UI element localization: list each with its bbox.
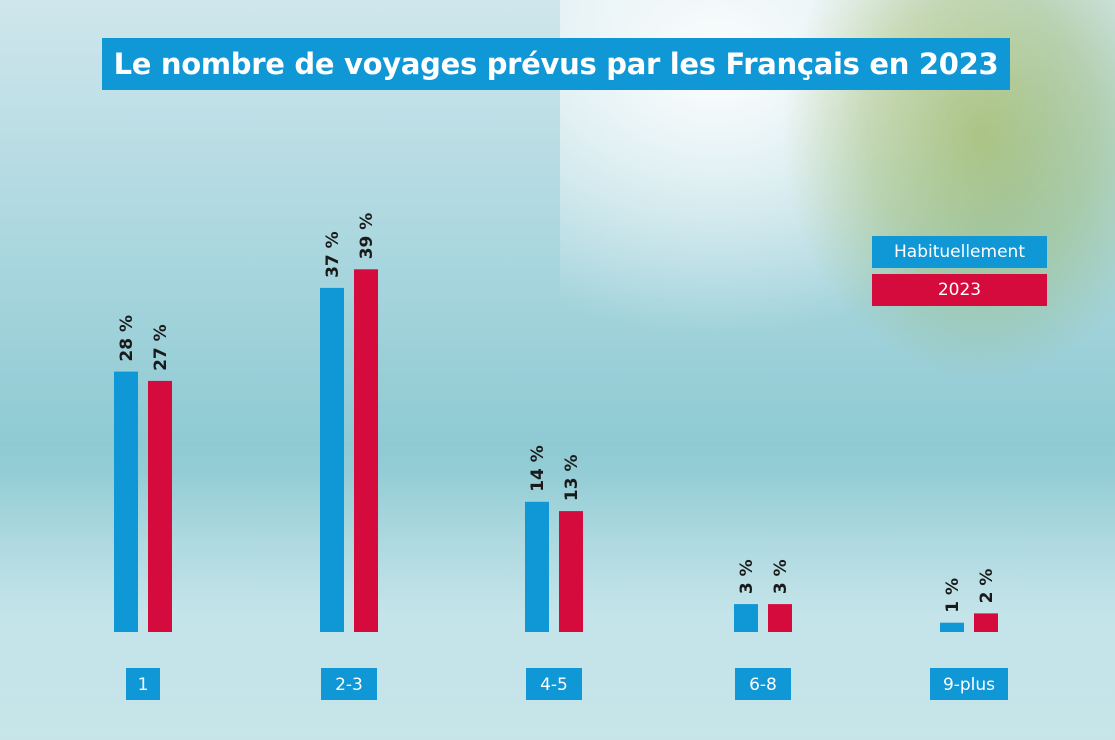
value-label-2023-9-plus: 2 % [977,569,997,604]
bar-2023-4-5 [559,511,583,632]
category-label-box-4-5 [526,668,582,700]
value-label-habituellement-4-5: 14 % [528,445,548,492]
value-label-habituellement-1: 28 % [117,315,137,362]
value-label-habituellement-9-plus: 1 % [943,578,963,613]
bar-habituellement-9-plus [940,622,964,632]
bar-habituellement-2-3 [320,287,344,632]
value-label-2023-1: 27 % [151,324,171,371]
value-label-2023-2-3: 39 % [357,213,377,260]
category-label-2-3: 2-3 [335,675,363,695]
bar-habituellement-4-5 [525,501,549,632]
category-label-box-9-plus [930,668,1008,700]
category-label-4-5: 4-5 [540,675,568,695]
bar-2023-6-8 [768,604,792,632]
category-label-box-6-8 [735,668,791,700]
category-label-9-plus: 9-plus [943,675,995,695]
legend-item-habituellement: Habituellement [872,236,1047,268]
category-label-box-2-3 [321,668,377,700]
legend-item-2023: 2023 [872,274,1047,306]
value-label-2023-4-5: 13 % [562,454,582,501]
value-label-habituellement-6-8: 3 % [737,559,757,594]
bar-habituellement-1 [114,371,138,632]
value-label-habituellement-2-3: 37 % [323,231,343,278]
category-label-6-8: 6-8 [749,675,777,695]
category-label-1: 1 [138,675,149,695]
bar-2023-2-3 [354,269,378,632]
chart-title: Le nombre de voyages prévus par les Fran… [102,38,1010,90]
bar-2023-1 [148,380,172,632]
bar-habituellement-6-8 [734,604,758,632]
category-label-box-1 [126,668,160,700]
value-label-2023-6-8: 3 % [771,559,791,594]
bar-2023-9-plus [974,613,998,632]
